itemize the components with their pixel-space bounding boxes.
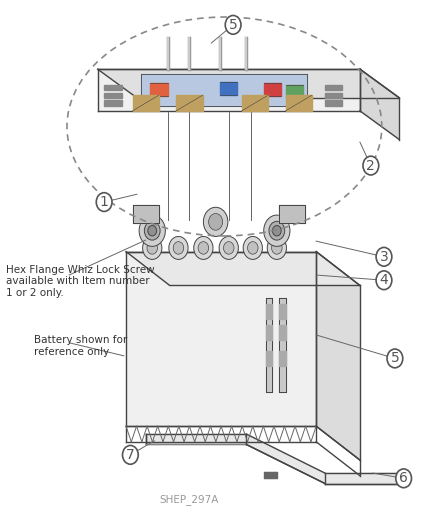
Polygon shape xyxy=(104,101,121,106)
Circle shape xyxy=(147,242,158,254)
Circle shape xyxy=(264,215,290,246)
Polygon shape xyxy=(279,324,286,340)
Circle shape xyxy=(96,193,112,212)
Polygon shape xyxy=(132,95,159,111)
Text: 1: 1 xyxy=(100,195,109,209)
Text: 3: 3 xyxy=(380,250,389,264)
Polygon shape xyxy=(279,351,286,366)
Text: 5: 5 xyxy=(229,18,238,32)
Polygon shape xyxy=(279,299,286,392)
Circle shape xyxy=(194,236,213,259)
Circle shape xyxy=(271,242,282,254)
Polygon shape xyxy=(104,93,121,98)
Circle shape xyxy=(396,469,411,488)
Polygon shape xyxy=(242,95,268,111)
Circle shape xyxy=(267,236,286,259)
Circle shape xyxy=(203,208,228,236)
Circle shape xyxy=(248,242,258,254)
Polygon shape xyxy=(141,74,308,106)
Polygon shape xyxy=(286,95,312,111)
Text: Hex Flange Whiz Lock Screw
available with Item number
1 or 2 only.: Hex Flange Whiz Lock Screw available wit… xyxy=(6,265,154,298)
Circle shape xyxy=(173,242,184,254)
Circle shape xyxy=(139,215,165,246)
Polygon shape xyxy=(325,93,342,98)
Polygon shape xyxy=(325,101,342,106)
Polygon shape xyxy=(266,304,272,319)
Polygon shape xyxy=(104,85,121,90)
Text: Battery shown for
reference only: Battery shown for reference only xyxy=(34,335,128,356)
Polygon shape xyxy=(264,472,277,478)
Polygon shape xyxy=(279,304,286,319)
Circle shape xyxy=(225,16,241,34)
Polygon shape xyxy=(360,69,399,139)
Polygon shape xyxy=(126,252,360,286)
Text: 5: 5 xyxy=(391,352,399,365)
Circle shape xyxy=(269,221,285,240)
Circle shape xyxy=(243,236,262,259)
Polygon shape xyxy=(98,69,360,111)
Polygon shape xyxy=(266,351,272,366)
Circle shape xyxy=(122,445,138,464)
Circle shape xyxy=(219,236,238,259)
Circle shape xyxy=(272,225,281,236)
Text: 6: 6 xyxy=(399,471,408,485)
Text: SHEP_297A: SHEP_297A xyxy=(160,494,219,505)
Polygon shape xyxy=(220,82,238,95)
Polygon shape xyxy=(264,83,281,96)
Circle shape xyxy=(148,225,157,236)
Polygon shape xyxy=(176,95,202,111)
Polygon shape xyxy=(325,85,342,90)
Polygon shape xyxy=(132,205,159,223)
Text: 7: 7 xyxy=(126,448,135,462)
Circle shape xyxy=(363,156,379,175)
Polygon shape xyxy=(146,434,403,484)
Circle shape xyxy=(387,349,403,368)
Circle shape xyxy=(224,242,234,254)
Text: 4: 4 xyxy=(380,273,389,287)
Circle shape xyxy=(144,221,160,240)
Circle shape xyxy=(143,236,162,259)
Polygon shape xyxy=(266,324,272,340)
Circle shape xyxy=(198,242,209,254)
Polygon shape xyxy=(286,85,303,98)
Polygon shape xyxy=(126,252,316,426)
Circle shape xyxy=(376,271,392,290)
Polygon shape xyxy=(266,299,272,392)
Polygon shape xyxy=(150,83,168,96)
Circle shape xyxy=(169,236,188,259)
Polygon shape xyxy=(279,205,305,223)
Text: 2: 2 xyxy=(367,159,375,172)
Circle shape xyxy=(376,247,392,266)
Circle shape xyxy=(209,213,223,230)
Polygon shape xyxy=(98,69,399,98)
Polygon shape xyxy=(316,252,360,460)
